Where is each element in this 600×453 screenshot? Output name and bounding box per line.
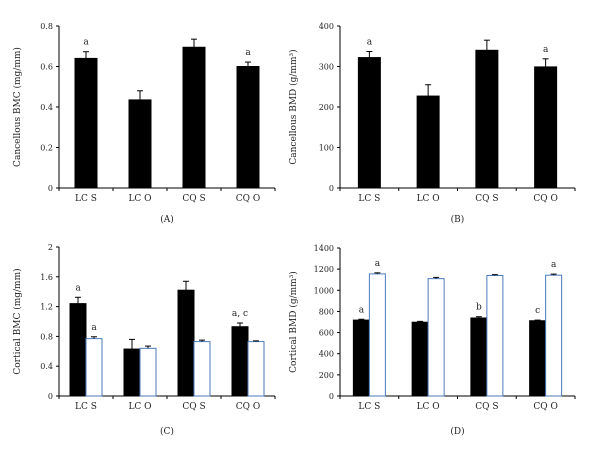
open-bar-lc-o xyxy=(427,278,445,397)
y-tick-label: 300 xyxy=(319,63,334,72)
y-tick-label: 1000 xyxy=(314,286,334,295)
panel-c-cortical-bmc: 0 0.4 0.8 1.2 1.6 2 LC S LC O CQ S CQ O Cortical B… xyxy=(12,243,276,437)
significance-label-cq-o: a, c xyxy=(232,309,248,319)
panel-label: (D) xyxy=(450,426,464,437)
y-tick-label: 1.6 xyxy=(40,273,53,282)
x-tick-label-cq-s: CQ S xyxy=(475,194,498,204)
bar-lc-s xyxy=(352,319,370,397)
open-bar-lc-o xyxy=(139,347,157,397)
x-tick-label-lc-s: LC S xyxy=(358,194,380,204)
y-tick-label: 2 xyxy=(48,243,53,252)
bar-cq-o xyxy=(529,320,547,397)
y-tick-label: 400 xyxy=(319,22,334,31)
y-axis-title: Cortical BMC (mg/mm) xyxy=(12,268,23,374)
y-axis-title: Cancellous BMD (g/mm³) xyxy=(288,49,299,164)
significance-label-cq-o: c xyxy=(535,306,540,316)
bar-cq-o xyxy=(236,66,260,189)
significance-label-lc-s: a xyxy=(83,38,89,48)
significance-label-cq-o: a xyxy=(551,260,557,270)
y-tick-label: 0.2 xyxy=(40,144,53,153)
x-tick-label-cq-s: CQ S xyxy=(182,194,205,204)
y-tick-label: 800 xyxy=(319,307,334,316)
y-tick-label: 0.4 xyxy=(40,362,53,371)
bar-cq-s xyxy=(475,49,499,189)
y-tick-label: 600 xyxy=(319,329,334,338)
bar-cq-s xyxy=(182,46,206,189)
panel-d-cortical-bmd: 0 200 400 600 800 1000 1200 1400 LC S LC O CQ S CQ … xyxy=(288,244,576,437)
significance-label-lc-s: a xyxy=(375,259,381,269)
y-tick-label: 0.8 xyxy=(40,332,53,341)
x-tick-label-lc-s: LC S xyxy=(75,194,97,204)
open-bar-cq-s xyxy=(193,341,211,397)
bar-lc-s xyxy=(69,303,87,397)
y-tick-label: 0.8 xyxy=(40,22,53,31)
y-tick-label: 0 xyxy=(48,392,53,401)
panel-label: (A) xyxy=(160,214,174,225)
open-bar-cq-s xyxy=(486,274,504,397)
open-bar-cq-o xyxy=(247,341,265,397)
y-tick-label: 0 xyxy=(329,392,334,401)
y-axis-title: Cortical BMD (g/mm³) xyxy=(288,271,299,373)
significance-label-cq-s: b xyxy=(476,303,482,313)
x-tick-label-cq-o: CQ O xyxy=(236,402,261,412)
x-tick-label-lc-s: LC S xyxy=(358,402,380,412)
y-tick-label: 0 xyxy=(48,184,53,193)
bar-cq-o xyxy=(231,326,249,397)
y-tick-label: 100 xyxy=(319,144,334,153)
y-tick-label: 1400 xyxy=(314,244,334,253)
x-tick-label-cq-s: CQ S xyxy=(182,402,205,412)
significance-label-cq-o: a xyxy=(245,48,251,58)
y-axis-title: Cancellous BMC (mg/mm) xyxy=(12,47,23,167)
bar-lc-o xyxy=(128,99,152,189)
x-tick-label-lc-o: LC O xyxy=(417,194,440,204)
significance-label-cq-o: a xyxy=(543,45,549,55)
panel-label: (C) xyxy=(160,426,174,437)
x-tick-label-cq-s: CQ S xyxy=(475,402,498,412)
open-bar-lc-s xyxy=(85,338,103,397)
open-bar-lc-s xyxy=(368,273,386,397)
significance-label-lc-s: a xyxy=(367,38,373,48)
panel-a-cancellous-bmc: 0 0.2 0.4 0.6 0.8 LC S LC O CQ S CQ O Cancellous … xyxy=(12,22,276,225)
open-bar-cq-o xyxy=(545,274,563,397)
x-tick-label-cq-o: CQ O xyxy=(533,402,558,412)
bar-lc-s xyxy=(357,57,381,189)
x-tick-label-cq-o: CQ O xyxy=(236,194,261,204)
significance-label-lc-s: a xyxy=(91,323,97,333)
y-tick-label: 200 xyxy=(319,103,334,112)
x-tick-label-lc-o: LC O xyxy=(128,194,151,204)
bar-lc-o xyxy=(411,321,429,397)
bar-lc-o xyxy=(416,95,440,189)
x-tick-label-cq-o: CQ O xyxy=(533,194,558,204)
significance-label-lc-s: a xyxy=(359,305,365,315)
x-tick-label-lc-s: LC S xyxy=(75,402,97,412)
y-tick-label: 200 xyxy=(319,371,334,380)
y-tick-label: 1.2 xyxy=(40,303,53,312)
bar-cq-o xyxy=(534,66,558,189)
panel-label: (B) xyxy=(451,214,465,225)
bar-cq-s xyxy=(470,317,488,397)
bar-lc-s xyxy=(74,57,98,189)
panel-b-cancellous-bmd: 0 100 200 300 400 LC S LC O CQ S CQ O Cancellous … xyxy=(288,22,576,225)
bar-lc-o xyxy=(123,348,141,397)
x-tick-label-lc-o: LC O xyxy=(128,402,151,412)
y-tick-label: 1200 xyxy=(314,265,334,274)
y-tick-label: 0.4 xyxy=(40,103,53,112)
y-tick-label: 400 xyxy=(319,350,334,359)
y-tick-label: 0 xyxy=(329,184,334,193)
y-tick-label: 0.6 xyxy=(40,63,53,72)
significance-label-lc-s: a xyxy=(75,283,81,293)
bar-cq-s xyxy=(177,289,195,397)
x-tick-label-lc-o: LC O xyxy=(417,402,440,412)
